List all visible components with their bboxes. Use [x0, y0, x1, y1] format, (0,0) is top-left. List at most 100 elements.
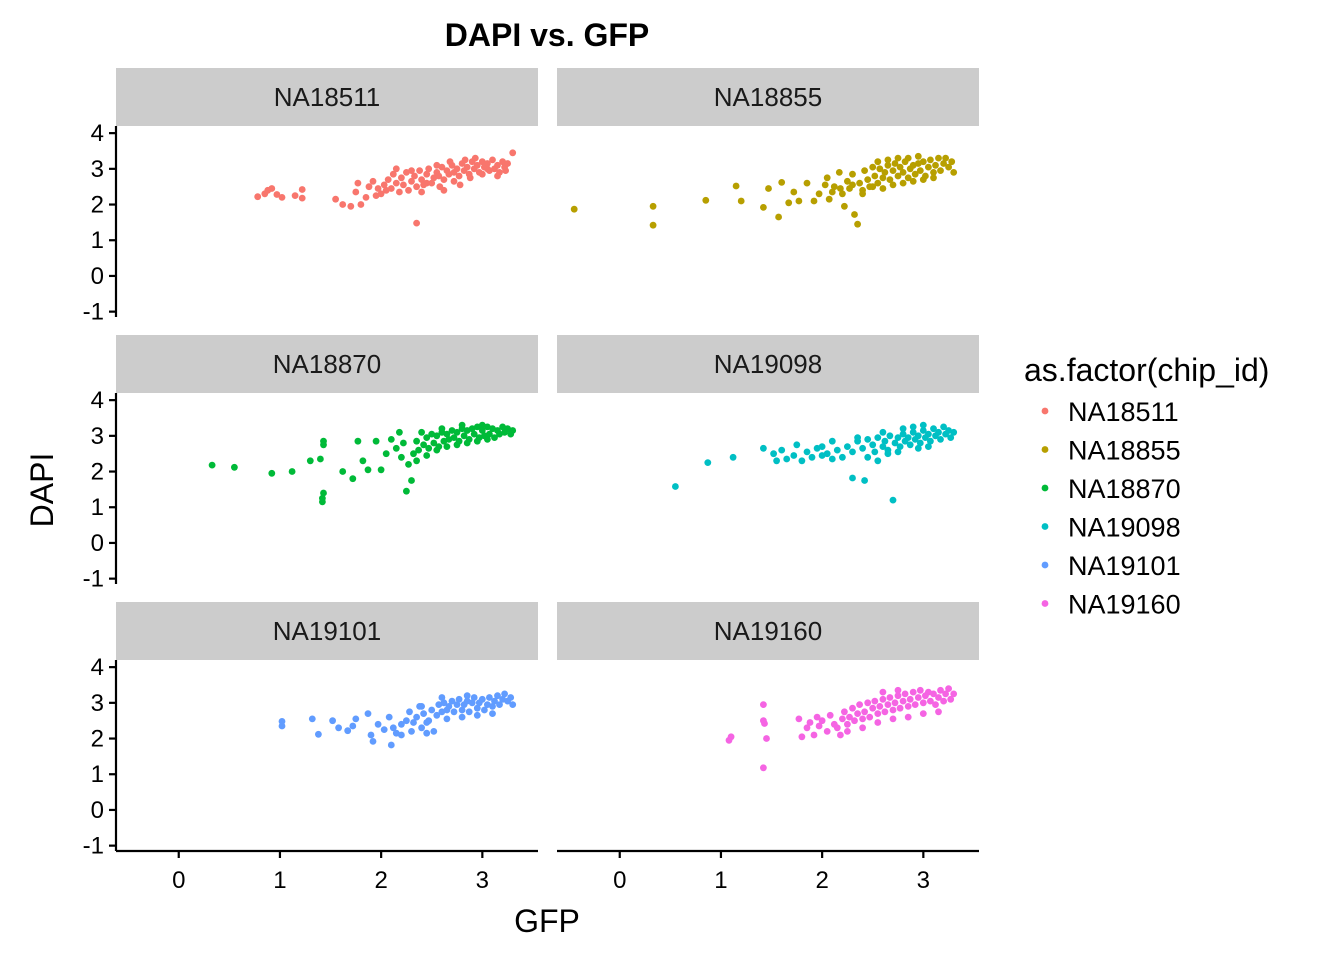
data-point: [443, 443, 451, 450]
facet-panel-na18870: NA18870 -1 0 1 2 3 4: [83, 335, 538, 593]
data-point: [494, 692, 501, 700]
y-tick-label: -1: [83, 566, 104, 593]
data-point: [463, 692, 471, 700]
data-point: [927, 697, 934, 705]
data-point: [935, 154, 942, 162]
data-point: [273, 191, 281, 198]
data-point: [415, 446, 422, 454]
data-point: [760, 204, 767, 211]
data-point: [859, 444, 866, 452]
data-point: [405, 186, 412, 194]
data-point: [455, 695, 463, 703]
data-point: [889, 706, 897, 714]
legend-key: [1041, 561, 1049, 569]
data-point: [392, 179, 400, 187]
data-point: [405, 461, 412, 468]
data-point: [839, 715, 846, 723]
data-point: [470, 694, 478, 701]
data-point: [884, 701, 892, 708]
data-point: [418, 703, 425, 710]
y-tick-label: 4: [91, 120, 104, 147]
data-point: [466, 174, 474, 182]
data-point: [420, 710, 427, 717]
data-point: [765, 185, 772, 192]
data-point: [790, 188, 798, 196]
data-point: [501, 690, 508, 698]
data-point: [494, 172, 501, 180]
data-point: [785, 199, 793, 207]
data-point: [408, 477, 415, 484]
data-point: [839, 453, 846, 461]
data-point: [408, 177, 415, 185]
data-point: [889, 167, 897, 175]
y-tick-label: 0: [91, 263, 104, 290]
data-point: [365, 183, 373, 191]
facet-strip: [116, 335, 538, 393]
data-point: [886, 432, 894, 440]
data-point: [889, 715, 897, 723]
data-point: [947, 434, 955, 441]
data-point: [927, 156, 934, 164]
data-point: [445, 170, 453, 178]
data-point: [950, 690, 958, 698]
y-tick-label: 3: [91, 156, 104, 183]
data-point: [461, 156, 469, 164]
data-point: [783, 455, 791, 463]
data-point: [369, 738, 377, 745]
data-point: [403, 169, 410, 176]
data-point: [950, 169, 958, 176]
data-point: [904, 174, 912, 182]
data-point: [866, 713, 874, 721]
data-point: [945, 427, 952, 434]
data-point: [478, 695, 486, 703]
data-point: [864, 176, 872, 184]
data-point: [879, 443, 887, 450]
data-point: [458, 713, 466, 721]
data-point: [914, 694, 922, 701]
data-point: [470, 430, 478, 438]
data-point: [453, 428, 461, 436]
facet-strip: [116, 68, 538, 126]
data-point: [906, 695, 914, 703]
facet-strip-label: NA19101: [273, 616, 381, 646]
data-point: [478, 170, 486, 178]
data-point: [410, 450, 417, 458]
y-tick-label: 1: [91, 227, 104, 254]
data-point: [496, 430, 503, 438]
data-point: [899, 697, 907, 705]
data-point: [352, 188, 360, 196]
data-point: [896, 443, 904, 450]
data-point: [844, 728, 851, 735]
data-point: [382, 186, 390, 194]
data-point: [894, 686, 902, 694]
data-point: [864, 699, 872, 707]
data-point: [844, 720, 851, 728]
data-point: [344, 727, 352, 735]
data-point: [357, 201, 365, 208]
data-point: [942, 154, 949, 162]
data-point: [869, 163, 877, 171]
data-point: [458, 706, 466, 714]
data-point: [339, 201, 347, 208]
data-point: [854, 710, 861, 717]
data-point: [453, 441, 461, 449]
data-point: [408, 728, 415, 735]
data-point: [453, 701, 461, 708]
x-tick-label: 2: [374, 867, 387, 894]
data-point: [278, 194, 286, 201]
data-point: [932, 161, 939, 169]
data-point: [396, 188, 403, 196]
data-point: [433, 432, 441, 440]
data-point: [423, 179, 431, 187]
data-point: [418, 724, 425, 732]
data-point: [403, 717, 410, 725]
data-point: [935, 428, 942, 436]
y-tick-label: -1: [83, 299, 104, 326]
data-point: [471, 154, 479, 162]
data-point: [450, 708, 458, 716]
data-point: [826, 711, 834, 719]
data-point: [911, 701, 919, 708]
data-point: [904, 703, 912, 710]
data-point: [420, 441, 427, 449]
